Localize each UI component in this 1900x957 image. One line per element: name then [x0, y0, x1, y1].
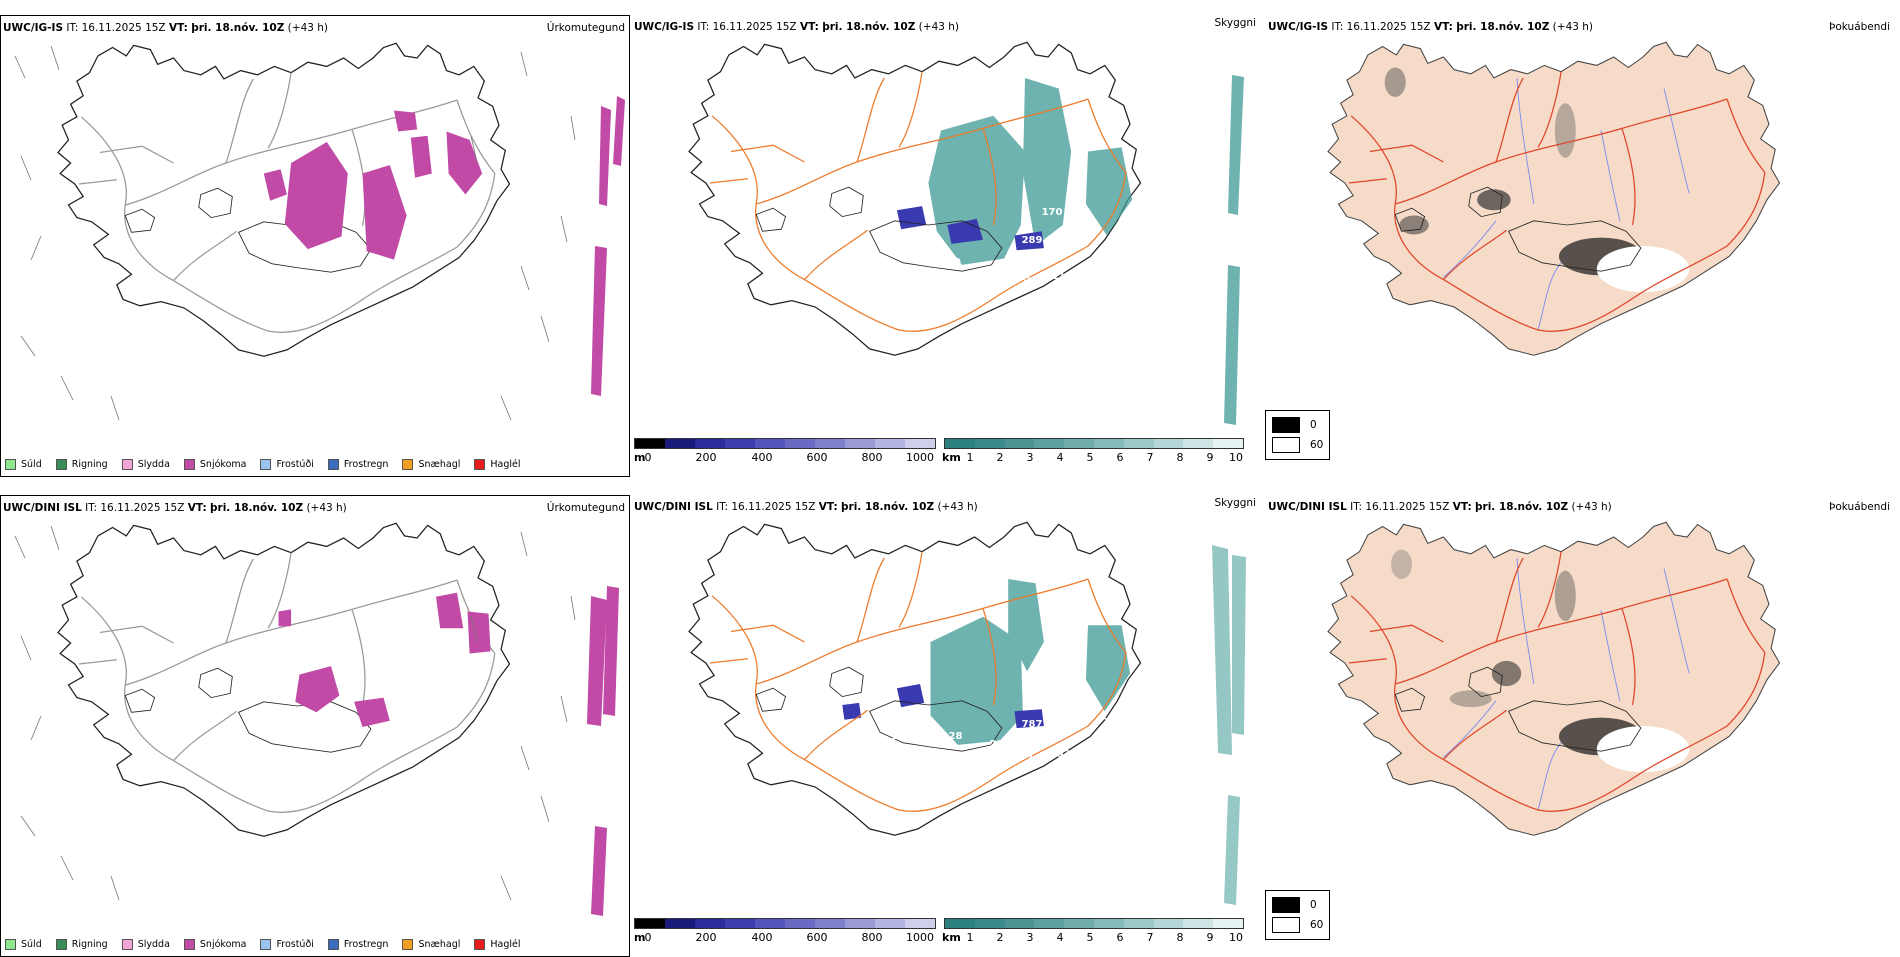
legend-item: Frostúði [260, 459, 314, 470]
fog-indicator-areas [1384, 67, 1690, 293]
panel-title: UWC/IG-IS IT: 16.11.2025 15Z VT: þri. 18… [1268, 21, 1594, 33]
vis-value: 207 [872, 273, 893, 284]
offshore-snow [591, 96, 625, 396]
vis-value: 112 [1052, 271, 1073, 282]
colorbar-segments [634, 438, 936, 449]
vis-value: 114 [874, 751, 895, 762]
visibility-map: 207 99 105 45 289 170 112 126 187 34 66 … [688, 41, 1244, 425]
panel-subtitle: Skyggni [1214, 497, 1257, 509]
snow-areas [278, 592, 491, 727]
vis-value: 105 [1010, 273, 1031, 284]
precip-legend: Súld Rigning Slydda Snjókoma Frostúði Fr… [5, 939, 521, 950]
legend-item: Rigning [55, 939, 108, 950]
legend-item: Snjókoma [183, 939, 246, 950]
legend-item: Snæhagl [402, 459, 460, 470]
visibility-map: 114 128 128 203 201 787 141 103 164 134 … [688, 521, 1246, 905]
fog-panel-row1: UWC/IG-IS IT: 16.11.2025 15Z VT: þri. 18… [1266, 15, 1896, 477]
vis-value: 128 [942, 731, 963, 742]
legend-item: Haglél [474, 939, 521, 950]
vis-value: 134 [1112, 749, 1133, 760]
legend-item: Slydda [121, 939, 170, 950]
vis-value: 99 [947, 257, 961, 268]
fog-map [1327, 521, 1781, 836]
snow-areas [263, 110, 483, 260]
vis-value: 4 [1209, 157, 1216, 168]
offshore-visibility [1212, 545, 1246, 905]
vis-value: 787 [1022, 719, 1043, 730]
vis-value: 141 [1042, 689, 1063, 700]
low-visibility-areas [930, 579, 1130, 745]
legend-item: Súld [5, 459, 42, 470]
fog-indicator-areas [1391, 549, 1690, 773]
precip-map [14, 42, 625, 421]
panel-title: UWC/DINI ISL IT: 16.11.2025 15Z VT: þri.… [3, 502, 347, 514]
vis-value: 203 [990, 739, 1011, 750]
panel-subtitle: Úrkomutegund [546, 502, 625, 514]
visibility-values: 207 99 105 45 289 170 112 126 187 34 66 … [872, 141, 1216, 284]
precip-panel-row1: UWC/IG-IS IT: 16.11.2025 15Z VT: þri. 18… [0, 15, 630, 477]
wind-barbs [14, 45, 576, 421]
vis-value: 34 [1139, 141, 1153, 152]
legend-item: Frostregn [327, 459, 388, 470]
offshore-snow [587, 586, 619, 916]
fog-legend: 0 60 [1265, 890, 1331, 940]
fog-map [1327, 41, 1781, 356]
low-ceiling-areas [842, 684, 1044, 729]
legend-item: Haglél [474, 459, 521, 470]
legend-item: Frostregn [327, 939, 388, 950]
vis-value: 201 [1014, 751, 1035, 762]
fog-legend: 0 60 [1265, 410, 1331, 460]
panel-subtitle: Þokuábendi [1829, 21, 1890, 33]
vis-value: 45 [999, 261, 1013, 272]
panel-title: UWC/DINI ISL IT: 16.11.2025 15Z VT: þri.… [634, 501, 978, 513]
precip-panel-row2: UWC/DINI ISL IT: 16.11.2025 15Z VT: þri.… [0, 495, 630, 957]
legend-item: Slydda [121, 459, 170, 470]
panel-title: UWC/DINI ISL IT: 16.11.2025 15Z VT: þri.… [1268, 501, 1612, 513]
panel-subtitle: Þokuábendi [1829, 501, 1890, 513]
panel-subtitle: Úrkomutegund [546, 22, 625, 34]
legend-item: Snæhagl [402, 939, 460, 950]
wind-barbs [14, 525, 576, 901]
vis-value: 289 [1022, 235, 1043, 246]
offshore-visibility [1224, 75, 1244, 425]
legend-item: Súld [5, 939, 42, 950]
vis-value: 103 [1050, 749, 1071, 760]
panel-subtitle: Skyggni [1214, 17, 1257, 29]
legend-item: Snjókoma [183, 459, 246, 470]
vis-value: 170 [1042, 207, 1063, 218]
precip-legend: Súld Rigning Slydda Snjókoma Frostúði Fr… [5, 459, 521, 470]
legend-item: Rigning [55, 459, 108, 470]
visibility-panel-row2: UWC/DINI ISL IT: 16.11.2025 15Z VT: þri.… [632, 495, 1262, 957]
vis-value: 187 [1108, 241, 1129, 252]
vis-value: 37 [1165, 681, 1179, 692]
vis-value: 128 [892, 731, 913, 742]
panel-title: UWC/IG-IS IT: 16.11.2025 15Z VT: þri. 18… [634, 21, 960, 33]
fog-panel-row2: UWC/DINI ISL IT: 16.11.2025 15Z VT: þri.… [1266, 495, 1896, 957]
vis-value: 126 [1114, 273, 1135, 284]
visibility-values: 114 128 128 203 201 787 141 103 164 134 … [874, 627, 1179, 762]
visibility-colorbar: km 1 2 3 4 5 6 7 8 9 10 [942, 918, 1244, 945]
vis-value: 91 [1141, 627, 1155, 638]
vis-value: 66 [1173, 185, 1187, 196]
legend-item: Frostúði [260, 939, 314, 950]
ceiling-colorbar: m 0 200 400 600 800 1000 [634, 438, 936, 465]
ceiling-colorbar: m 0 200 400 600 800 1000 [634, 918, 936, 945]
panel-title: UWC/IG-IS IT: 16.11.2025 15Z VT: þri. 18… [3, 22, 329, 34]
vis-value: 164 [1104, 717, 1125, 728]
precip-map [14, 522, 619, 916]
visibility-panel-row1: UWC/IG-IS IT: 16.11.2025 15Z VT: þri. 18… [632, 15, 1262, 477]
visibility-colorbar: km 1 2 3 4 5 6 7 8 9 10 [942, 438, 1244, 465]
